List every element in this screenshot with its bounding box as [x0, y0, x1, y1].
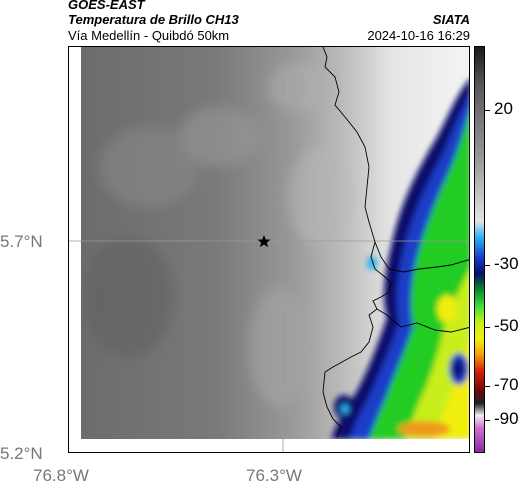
colorbar-tick — [485, 327, 490, 328]
colorbar-tick — [485, 265, 490, 266]
product-title: Temperatura de Brillo CH13 — [68, 12, 239, 27]
colorbar-tick — [485, 386, 490, 387]
timestamp-label: 2024-10-16 16:29 — [367, 28, 470, 43]
brightness-temperature-map[interactable] — [68, 46, 470, 453]
colorbar-label: -30 — [494, 254, 519, 273]
longitude-tick-label: 76.8°W — [33, 466, 89, 485]
map-canvas — [69, 47, 469, 452]
location-star-icon — [257, 235, 271, 248]
latitude-tick-label: 5.2°N — [0, 444, 43, 463]
colorbar-label: -70 — [494, 375, 519, 394]
region-subtitle: Vía Medellín - Quibdó 50km — [68, 28, 230, 43]
temperature-colorbar — [474, 46, 485, 453]
longitude-tick-label: 76.3°W — [246, 466, 302, 485]
satellite-name: GOES-EAST — [68, 0, 145, 12]
colorbar-label: -90 — [494, 409, 519, 428]
convective-clouds — [331, 79, 469, 439]
organization-label: SIATA — [432, 12, 470, 27]
latitude-tick-label: 5.7°N — [0, 232, 43, 251]
colorbar-label: -50 — [494, 316, 519, 335]
colorbar-tick — [485, 110, 490, 111]
political-boundaries — [322, 47, 469, 438]
colorbar-label: 20 — [494, 99, 513, 118]
colorbar-tick — [485, 420, 490, 421]
